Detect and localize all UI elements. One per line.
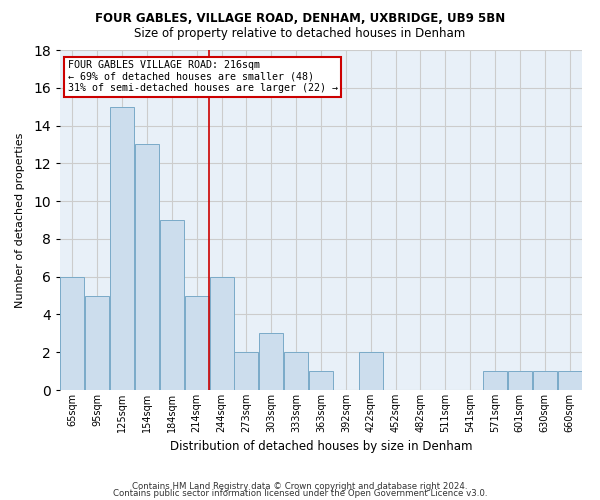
Bar	[235, 352, 259, 390]
Y-axis label: Number of detached properties: Number of detached properties	[15, 132, 25, 308]
Bar	[533, 371, 557, 390]
Bar	[309, 371, 333, 390]
Bar	[135, 144, 159, 390]
Bar	[508, 371, 532, 390]
Bar	[61, 276, 85, 390]
Text: FOUR GABLES VILLAGE ROAD: 216sqm
← 69% of detached houses are smaller (48)
31% o: FOUR GABLES VILLAGE ROAD: 216sqm ← 69% o…	[68, 60, 338, 94]
Bar	[557, 371, 581, 390]
Bar	[160, 220, 184, 390]
Bar	[483, 371, 507, 390]
Bar	[110, 106, 134, 390]
Bar	[85, 296, 109, 390]
X-axis label: Distribution of detached houses by size in Denham: Distribution of detached houses by size …	[170, 440, 472, 454]
Bar	[284, 352, 308, 390]
Bar	[209, 276, 233, 390]
Bar	[359, 352, 383, 390]
Text: Contains public sector information licensed under the Open Government Licence v3: Contains public sector information licen…	[113, 490, 487, 498]
Text: FOUR GABLES, VILLAGE ROAD, DENHAM, UXBRIDGE, UB9 5BN: FOUR GABLES, VILLAGE ROAD, DENHAM, UXBRI…	[95, 12, 505, 24]
Text: Size of property relative to detached houses in Denham: Size of property relative to detached ho…	[134, 28, 466, 40]
Bar	[259, 334, 283, 390]
Text: Contains HM Land Registry data © Crown copyright and database right 2024.: Contains HM Land Registry data © Crown c…	[132, 482, 468, 491]
Bar	[185, 296, 209, 390]
